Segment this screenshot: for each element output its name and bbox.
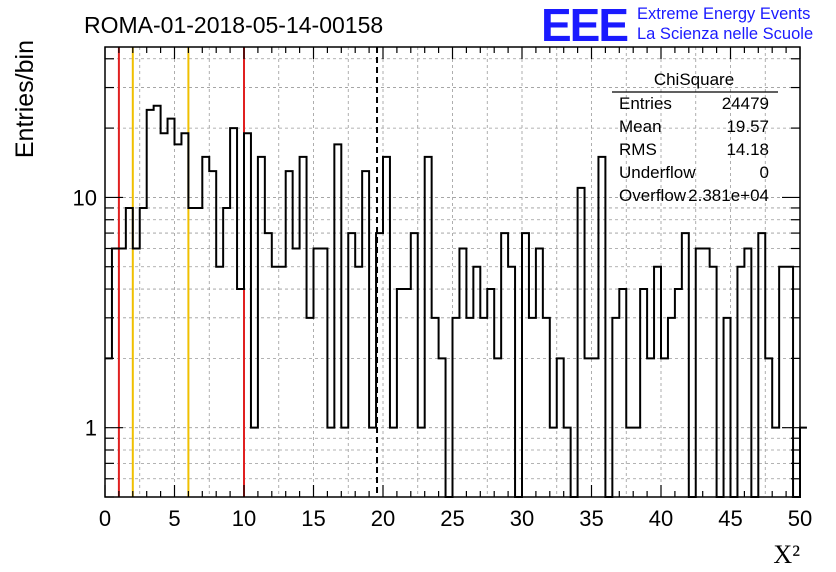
logo-line-1: Extreme Energy Events	[637, 5, 810, 23]
reference-lines	[117, 47, 379, 497]
x-tick-label: 25	[440, 506, 464, 531]
x-tick-label: 45	[718, 506, 742, 531]
stats-row-label: Entries	[619, 94, 672, 113]
x-tick-label: 50	[788, 506, 812, 531]
stats-row-value: 0	[760, 163, 769, 182]
stats-row-label: Mean	[619, 117, 662, 136]
x-tick-label: 35	[579, 506, 603, 531]
stats-title: ChiSquare	[654, 70, 734, 89]
eee-logo: EEE Extreme Energy Events La Scienza nel…	[541, 0, 813, 51]
histogram-step-line	[105, 104, 807, 498]
chart-title: ROMA-01-2018-05-14-00158	[84, 12, 383, 38]
x-tick-label: 5	[168, 506, 180, 531]
stats-row-value: 14.18	[726, 140, 769, 159]
x-axis: 0 5 10 15 20 25 30 35 40 45 50	[99, 47, 812, 531]
x-tick-label: 0	[99, 506, 111, 531]
x-tick-label: 30	[510, 506, 534, 531]
x-tick-label: 20	[371, 506, 395, 531]
x-tick-label: 15	[301, 506, 325, 531]
x-tick-label: 40	[649, 506, 673, 531]
stats-row-value: 19.57	[726, 117, 769, 136]
stats-row-label: Overflow	[619, 186, 687, 205]
logo-line-2: La Scienza nelle Scuole	[637, 25, 813, 43]
stats-box: ChiSquare Entries 24479 Mean 19.57 RMS 14.18 U…	[612, 70, 778, 205]
y-tick-label: 10	[73, 185, 97, 210]
stats-row-label: Underflow	[619, 163, 696, 182]
x-axis-label: X²	[773, 540, 800, 569]
stats-rows: Entries 24479 Mean 19.57 RMS 14.18 Underflow 0 O…	[619, 94, 769, 205]
y-axis: 1 10	[73, 58, 800, 498]
stats-row-label: RMS	[619, 140, 657, 159]
stats-row-value: 2.381e+04	[688, 186, 769, 205]
x-tick-label: 10	[232, 506, 256, 531]
stats-row-value: 24479	[722, 94, 769, 113]
y-axis-label: Entries/bin	[11, 40, 39, 158]
logo-mark: EEE	[541, 0, 627, 51]
histogram-series	[105, 104, 807, 498]
y-tick-label: 1	[85, 416, 97, 441]
